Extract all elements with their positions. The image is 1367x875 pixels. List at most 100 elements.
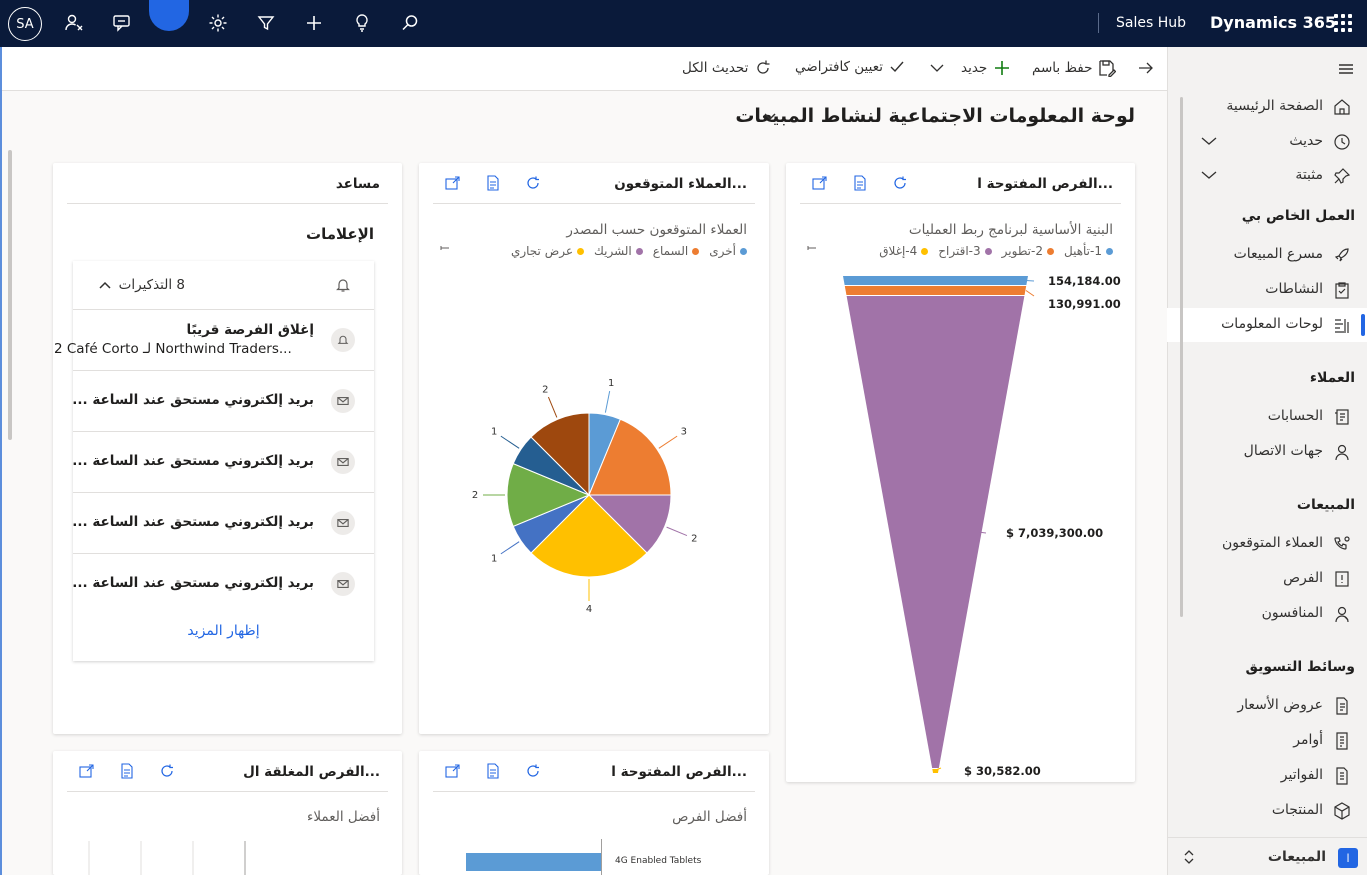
chat-icon[interactable] bbox=[110, 11, 134, 35]
sidebar-item-activities[interactable]: النشاطات bbox=[1167, 273, 1367, 307]
refresh-icon[interactable] bbox=[525, 175, 541, 191]
chart-subtitle: العملاء المتوقعون حسب المصدر bbox=[566, 222, 747, 238]
legend-swatch bbox=[692, 247, 700, 255]
legend-item[interactable]: 3-اقتراح bbox=[938, 244, 992, 258]
chart-subtitle: أفضل الفرص bbox=[672, 809, 747, 825]
people-icon[interactable] bbox=[62, 11, 86, 35]
notification-item[interactable]: بريد إلكتروني مستحق عند الساعة ... bbox=[72, 493, 374, 554]
refresh-all-button[interactable]: تحديث الكل bbox=[682, 59, 772, 77]
sidebar-item-products[interactable]: المنتجات bbox=[1167, 794, 1367, 828]
legend-label: 3-اقتراح bbox=[938, 244, 981, 258]
expand-icon[interactable] bbox=[812, 175, 828, 191]
pie-slice[interactable] bbox=[588, 418, 672, 496]
sidebar-item-dashboards[interactable]: لوحات المعلومات bbox=[1167, 308, 1367, 342]
sidebar-item-opportunities[interactable]: الفرص bbox=[1167, 562, 1367, 596]
sidebar-item-accounts[interactable]: الحسابات bbox=[1167, 400, 1367, 434]
expand-icon[interactable] bbox=[445, 175, 461, 191]
sidebar-item-competitors[interactable]: المنافسون bbox=[1167, 597, 1367, 631]
view-records-icon[interactable] bbox=[852, 175, 868, 191]
sidebar-item-home[interactable]: الصفحة الرئيسية bbox=[1167, 90, 1367, 124]
page-title[interactable]: لوحة المعلومات الاجتماعية لنشاط المبيعات bbox=[735, 105, 1135, 127]
leader-line bbox=[1025, 280, 1035, 282]
bell-icon bbox=[331, 328, 355, 352]
bar[interactable] bbox=[466, 853, 601, 871]
notification-item[interactable]: بريد إلكتروني مستحق عند الساعة ... bbox=[72, 554, 374, 615]
back-arrow-icon[interactable] bbox=[1137, 59, 1155, 77]
legend-item[interactable]: عرض تجاري bbox=[511, 244, 584, 258]
pipeline-card: الفرص المفتوحة ا... البنية الأساسية لبرن… bbox=[786, 163, 1135, 782]
chevron-down-icon[interactable] bbox=[1201, 169, 1217, 181]
show-more-link[interactable]: إظهار المزيد bbox=[187, 623, 260, 639]
legend-item[interactable]: أخرى bbox=[709, 244, 747, 258]
notification-item[interactable]: بريد إلكتروني مستحق عند الساعة ... bbox=[72, 432, 374, 493]
plus-icon[interactable] bbox=[302, 11, 326, 35]
set-default-button[interactable]: تعيين كافتراضي bbox=[795, 59, 905, 75]
pie-slice[interactable] bbox=[587, 494, 672, 554]
area-switcher[interactable]: المبيعات ا bbox=[1168, 837, 1367, 875]
notification-item[interactable]: بريد إلكتروني مستحق عند الساعة ... bbox=[72, 371, 374, 432]
sidebar-item-invoices[interactable]: الفواتير bbox=[1167, 759, 1367, 793]
legend-swatch bbox=[740, 247, 747, 255]
funnel-segment[interactable] bbox=[846, 296, 1025, 768]
legend-item[interactable]: 4-إغلاق bbox=[879, 244, 929, 258]
sidebar-item-contacts[interactable]: جهات الاتصال bbox=[1167, 435, 1367, 469]
sidebar-item-recent[interactable]: حديث bbox=[1167, 125, 1367, 159]
pie-slice[interactable] bbox=[506, 462, 591, 528]
view-records-icon[interactable] bbox=[119, 763, 135, 779]
leader-line bbox=[604, 390, 611, 413]
set-default-label: تعيين كافتراضي bbox=[795, 59, 883, 75]
sidebar-item-leads[interactable]: العملاء المتوقعون bbox=[1167, 527, 1367, 561]
refresh-icon[interactable] bbox=[525, 763, 541, 779]
view-records-icon[interactable] bbox=[485, 175, 501, 191]
refresh-icon[interactable] bbox=[159, 763, 175, 779]
app-name[interactable]: Sales Hub bbox=[1116, 15, 1186, 31]
funnel-segment[interactable] bbox=[844, 286, 1027, 295]
divider bbox=[433, 791, 755, 792]
sidebar-item-sales-accelerator[interactable]: مسرع المبيعات bbox=[1167, 238, 1367, 272]
legend-item[interactable]: السماع bbox=[653, 244, 700, 258]
sidebar-item-label: مسرع المبيعات bbox=[1233, 246, 1323, 262]
funnel-chart[interactable]: 154,184.00 130,991.00 $ 7,039,300.00 $ 30,5… bbox=[786, 263, 1135, 782]
chevron-down-icon[interactable] bbox=[1201, 135, 1217, 147]
legend-label: الشريك bbox=[594, 244, 632, 258]
legend-item[interactable]: 1-تأهيل bbox=[1064, 244, 1113, 258]
chevron-down-icon[interactable] bbox=[929, 60, 945, 76]
legend-item[interactable]: 2-تطوير bbox=[1002, 244, 1054, 258]
settings-icon[interactable] bbox=[206, 11, 230, 35]
legend-scroll-icon[interactable] bbox=[439, 243, 451, 253]
expand-icon[interactable] bbox=[79, 763, 95, 779]
assistant-blob-icon[interactable] bbox=[149, 0, 189, 31]
pie-chart[interactable]: 1 3 2 4 1 2 1 2 bbox=[419, 363, 769, 613]
app-launcher-icon[interactable] bbox=[1334, 14, 1352, 32]
expand-icon[interactable] bbox=[445, 763, 461, 779]
user-avatar[interactable]: SA bbox=[8, 7, 42, 41]
new-button[interactable]: جديد bbox=[929, 59, 1011, 77]
closed-opportunities-card: الفرص المغلقة ال... أفضل العملاء bbox=[53, 751, 402, 875]
hamburger-menu-icon[interactable] bbox=[1337, 60, 1355, 78]
sidebar-scrollbar[interactable] bbox=[1180, 97, 1183, 617]
clock-icon bbox=[1334, 134, 1350, 150]
filter-icon[interactable] bbox=[254, 11, 278, 35]
legend-item[interactable]: الشريك bbox=[594, 244, 643, 258]
view-records-icon[interactable] bbox=[485, 763, 501, 779]
search-icon[interactable] bbox=[398, 11, 422, 35]
reminders-header[interactable]: 8 التذكيرات bbox=[73, 261, 374, 310]
notification-item[interactable]: إغلاق الفرصة قريبًا 2 Café Corto لـ Nort… bbox=[54, 310, 374, 371]
refresh-icon[interactable] bbox=[892, 175, 908, 191]
chevron-down-icon[interactable] bbox=[763, 110, 777, 124]
divider bbox=[67, 203, 388, 204]
sidebar-item-pinned[interactable]: مثبتة bbox=[1167, 159, 1367, 193]
pie-slice[interactable] bbox=[530, 494, 648, 578]
funnel-segment[interactable] bbox=[843, 276, 1028, 285]
scrollbar[interactable] bbox=[8, 150, 12, 440]
save-as-button[interactable]: حفظ باسم bbox=[1032, 59, 1117, 77]
lightbulb-icon[interactable] bbox=[350, 11, 374, 35]
sidebar-item-label: المنتجات bbox=[1271, 802, 1323, 818]
area-label: المبيعات bbox=[1267, 849, 1326, 865]
pie-slice[interactable] bbox=[530, 412, 590, 497]
sidebar-item-orders[interactable]: أوامر bbox=[1167, 724, 1367, 758]
chevron-up-icon[interactable] bbox=[99, 280, 111, 292]
legend-swatch bbox=[921, 247, 929, 255]
legend-scroll-icon[interactable] bbox=[806, 243, 818, 253]
sidebar-item-quotes[interactable]: عروض الأسعار bbox=[1167, 689, 1367, 723]
